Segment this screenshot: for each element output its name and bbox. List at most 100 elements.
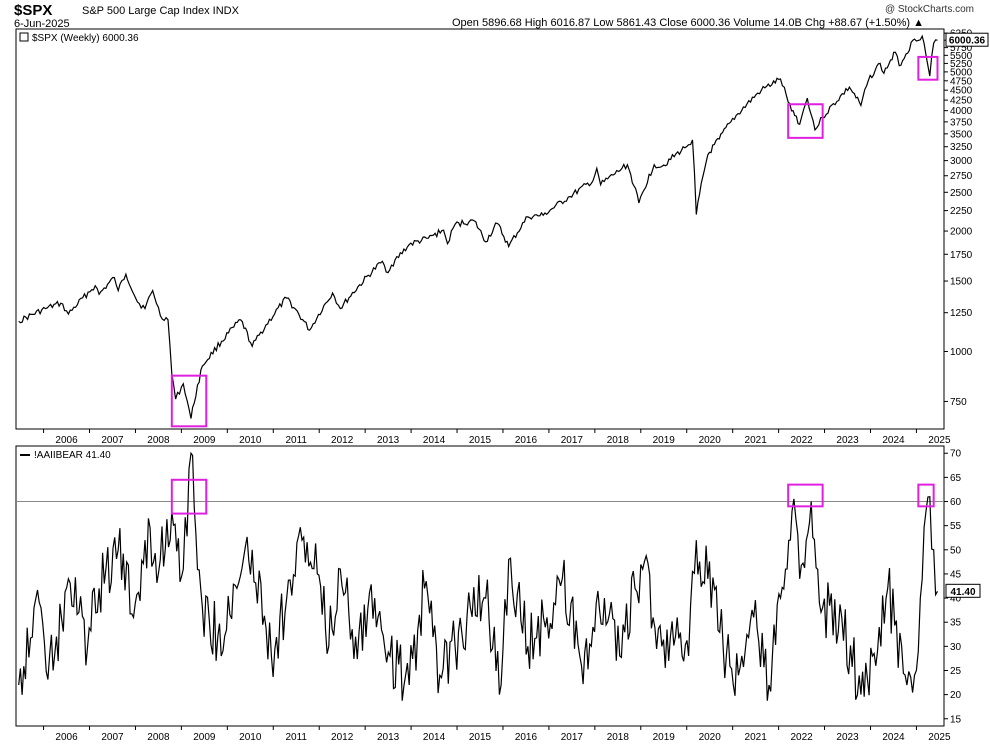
price-panel-frame	[15, 28, 945, 430]
price-y-tick-label: 1500	[950, 277, 973, 288]
price-y-tick-label: 1250	[950, 308, 973, 319]
price-y-tick-label: 4250	[950, 96, 973, 107]
indicator-x-tick-label: 2017	[561, 732, 584, 743]
price-x-tick-label: 2008	[147, 435, 170, 446]
price-y-tick-label: 3500	[950, 129, 973, 140]
indicator-y-tick-label: 65	[950, 473, 962, 484]
price-y-tick-label: 750	[950, 397, 967, 408]
indicator-x-tick-label: 2024	[882, 732, 905, 743]
price-x-tick-label: 2023	[836, 435, 859, 446]
price-last-value-tag: 6000.36	[945, 32, 989, 47]
indicator-x-tick-label: 2023	[836, 732, 859, 743]
price-x-tick-label: 2022	[790, 435, 813, 446]
indicator-last-value: 41.40	[950, 587, 975, 598]
indicator-y-tick-label: 60	[950, 497, 962, 508]
price-x-tick-label: 2007	[101, 435, 124, 446]
indicator-x-tick-label: 2013	[377, 732, 400, 743]
chart-date: 6-Jun-2025	[14, 18, 70, 30]
highlight-box-2009-indicator	[170, 478, 208, 515]
indicator-y-tick-label: 15	[950, 714, 962, 725]
indicator-x-tick-label: 2010	[239, 732, 262, 743]
indicator-y-tick-label: 40	[950, 594, 962, 605]
indicator-x-tick-label: 2022	[790, 732, 813, 743]
price-y-tick-label: 3250	[950, 142, 973, 153]
indicator-x-tick-label: 2014	[423, 732, 446, 743]
price-y-tick-label: 5750	[950, 43, 973, 54]
price-y-tick-label: 2500	[950, 188, 973, 199]
chart-security-name: S&P 500 Large Cap Index INDX	[82, 5, 239, 17]
price-y-ticks: 750 1000 1250 1500 1750 2000 2250 2500 2750 3000 3…	[944, 29, 973, 408]
price-x-tick-label: 2020	[699, 435, 722, 446]
indicator-x-tick-label: 2007	[101, 732, 124, 743]
price-x-tick-label: 2025	[928, 435, 951, 446]
indicator-panel-frame	[15, 445, 945, 727]
indicator-last-value-tag: 41.40	[945, 583, 981, 598]
chart-symbol: $SPX	[14, 2, 53, 19]
price-x-ticks: 2006 2007 2008 2009 2010 2011 2012 2013 2014 2015…	[43, 429, 951, 446]
indicator-y-tick-label: 50	[950, 545, 962, 556]
highlight-box-2022-price	[787, 103, 824, 139]
stockcharts-logo: @ StockCharts.com	[884, 4, 974, 15]
indicator-y-tick-label: 20	[950, 690, 962, 701]
price-y-tick-label: 3750	[950, 117, 973, 128]
indicator-x-tick-label: 2016	[515, 732, 538, 743]
indicator-x-tick-label: 2021	[745, 732, 768, 743]
highlight-box-2022-indicator	[787, 483, 824, 508]
price-x-tick-label: 2018	[607, 435, 630, 446]
price-y-tick-label: 4750	[950, 76, 973, 87]
indicator-y-tick-label: 70	[950, 449, 962, 460]
price-y-tick-label: 2000	[950, 227, 973, 238]
price-y-tick-label: 5500	[950, 51, 973, 62]
indicator-x-tick-label: 2025	[928, 732, 951, 743]
price-x-tick-label: 2012	[331, 435, 354, 446]
indicator-x-ticks: 2006 2007 2008 2009 2010 2011 2012 2013 2014 2015…	[43, 726, 951, 743]
indicator-x-tick-label: 2012	[331, 732, 354, 743]
indicator-x-tick-label: 2006	[55, 732, 78, 743]
price-x-tick-label: 2021	[745, 435, 768, 446]
indicator-x-tick-label: 2015	[469, 732, 492, 743]
highlight-box-2025-indicator	[917, 483, 935, 508]
price-x-tick-label: 2006	[55, 435, 78, 446]
price-y-tick-label: 2750	[950, 171, 973, 182]
price-x-tick-label: 2015	[469, 435, 492, 446]
indicator-x-tick-label: 2008	[147, 732, 170, 743]
price-x-tick-label: 2014	[423, 435, 446, 446]
highlight-boxes	[170, 55, 939, 515]
aaii-bear-line	[18, 451, 939, 701]
price-x-tick-label: 2013	[377, 435, 400, 446]
indicator-x-tick-label: 2018	[607, 732, 630, 743]
highlight-box-2025-price	[917, 55, 939, 81]
indicator-y-tick-label: 45	[950, 569, 962, 580]
indicator-x-tick-label: 2019	[653, 732, 676, 743]
price-y-tick-label: 1000	[950, 347, 973, 358]
price-y-tick-label: 5250	[950, 59, 973, 70]
price-x-tick-label: 2009	[193, 435, 216, 446]
indicator-x-tick-label: 2011	[285, 732, 307, 743]
price-y-tick-label: 2250	[950, 206, 973, 217]
highlight-box-2009-price	[170, 374, 208, 428]
indicator-y-ticks: 15 20 25 30 35 40 45 50 55 60 65 70	[944, 449, 962, 725]
price-y-tick-label: 4000	[950, 106, 973, 117]
price-y-tick-label: 3000	[950, 156, 973, 167]
spx-price-line	[18, 34, 938, 419]
price-legend: $SPX (Weekly) 6000.36	[19, 32, 139, 44]
price-last-value: 6000.36	[949, 36, 986, 47]
price-y-tick-label: 1750	[950, 250, 973, 261]
price-x-tick-label: 2017	[561, 435, 584, 446]
indicator-y-tick-label: 25	[950, 666, 962, 677]
indicator-x-tick-label: 2020	[699, 732, 722, 743]
price-y-tick-label: 5000	[950, 67, 973, 78]
indicator-y-tick-label: 35	[950, 618, 962, 629]
price-y-tick-label: 4500	[950, 86, 973, 97]
indicator-legend: !AAIIBEAR 41.40	[20, 450, 111, 461]
price-x-tick-label: 2024	[882, 435, 905, 446]
price-legend-text: $SPX (Weekly) 6000.36	[32, 33, 139, 44]
indicator-y-tick-label: 55	[950, 521, 962, 532]
price-x-tick-label: 2016	[515, 435, 538, 446]
indicator-x-tick-label: 2009	[193, 732, 216, 743]
ohlc-summary: Open 5896.68 High 6016.87 Low 5861.43 Cl…	[452, 17, 925, 29]
price-x-tick-label: 2011	[285, 435, 307, 446]
indicator-legend-text: !AAIIBEAR 41.40	[34, 450, 111, 461]
price-x-tick-label: 2019	[653, 435, 676, 446]
